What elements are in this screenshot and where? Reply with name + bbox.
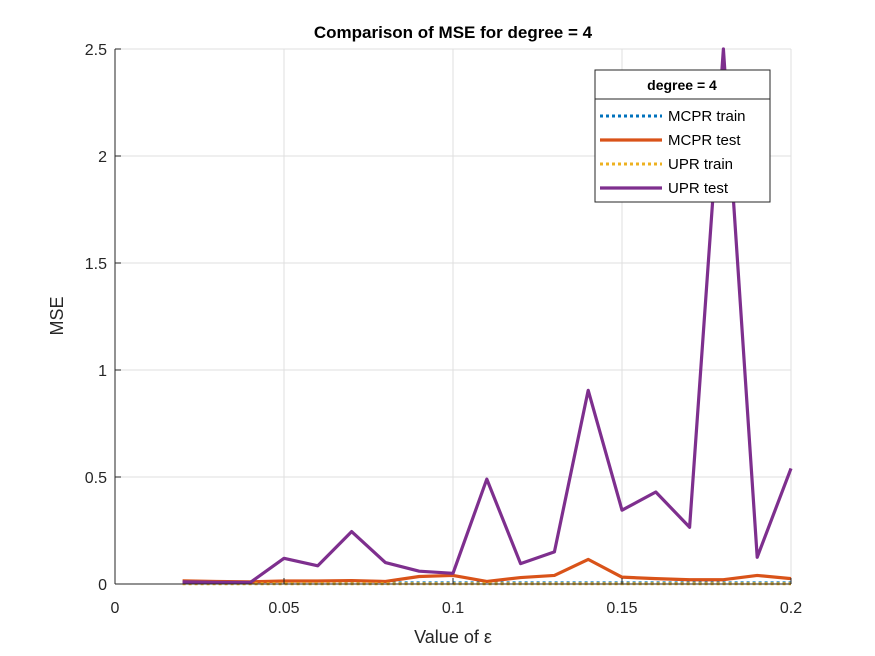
chart-title: Comparison of MSE for degree = 4 (314, 23, 593, 42)
y-tick-label: 2 (98, 149, 107, 166)
legend-label: MCPR test (668, 132, 741, 149)
x-tick-label: 0.05 (268, 600, 299, 617)
legend-label: UPR test (668, 180, 729, 197)
tick-labels: 0 0.05 0.1 0.15 0.2 0 0.5 1 1.5 2 2.5 (85, 42, 802, 617)
y-tick-label: 0 (98, 577, 107, 594)
y-tick-label: 1.5 (85, 256, 107, 273)
legend-items: MCPR train MCPR test UPR train UPR test (600, 108, 746, 197)
x-tick-label: 0 (111, 600, 120, 617)
series-line-upr-test (182, 47, 793, 585)
x-tick-label: 0.15 (606, 600, 637, 617)
x-tick-label: 0.2 (780, 600, 802, 617)
axes (114, 48, 792, 585)
legend-box (594, 69, 771, 203)
legend-label: MCPR train (668, 108, 746, 125)
y-axis-label: MSE (47, 296, 67, 335)
y-tick-label: 2.5 (85, 42, 107, 59)
x-tick-label: 0.1 (442, 600, 464, 617)
y-tick-label: 0.5 (85, 470, 107, 487)
y-tick-label: 1 (98, 363, 107, 380)
x-axis-label: Value of ε (414, 627, 492, 647)
legend: degree = 4 MCPR train MCPR test UPR train U… (594, 69, 771, 203)
legend-label: UPR train (668, 156, 733, 173)
legend-title: degree = 4 (647, 77, 717, 93)
